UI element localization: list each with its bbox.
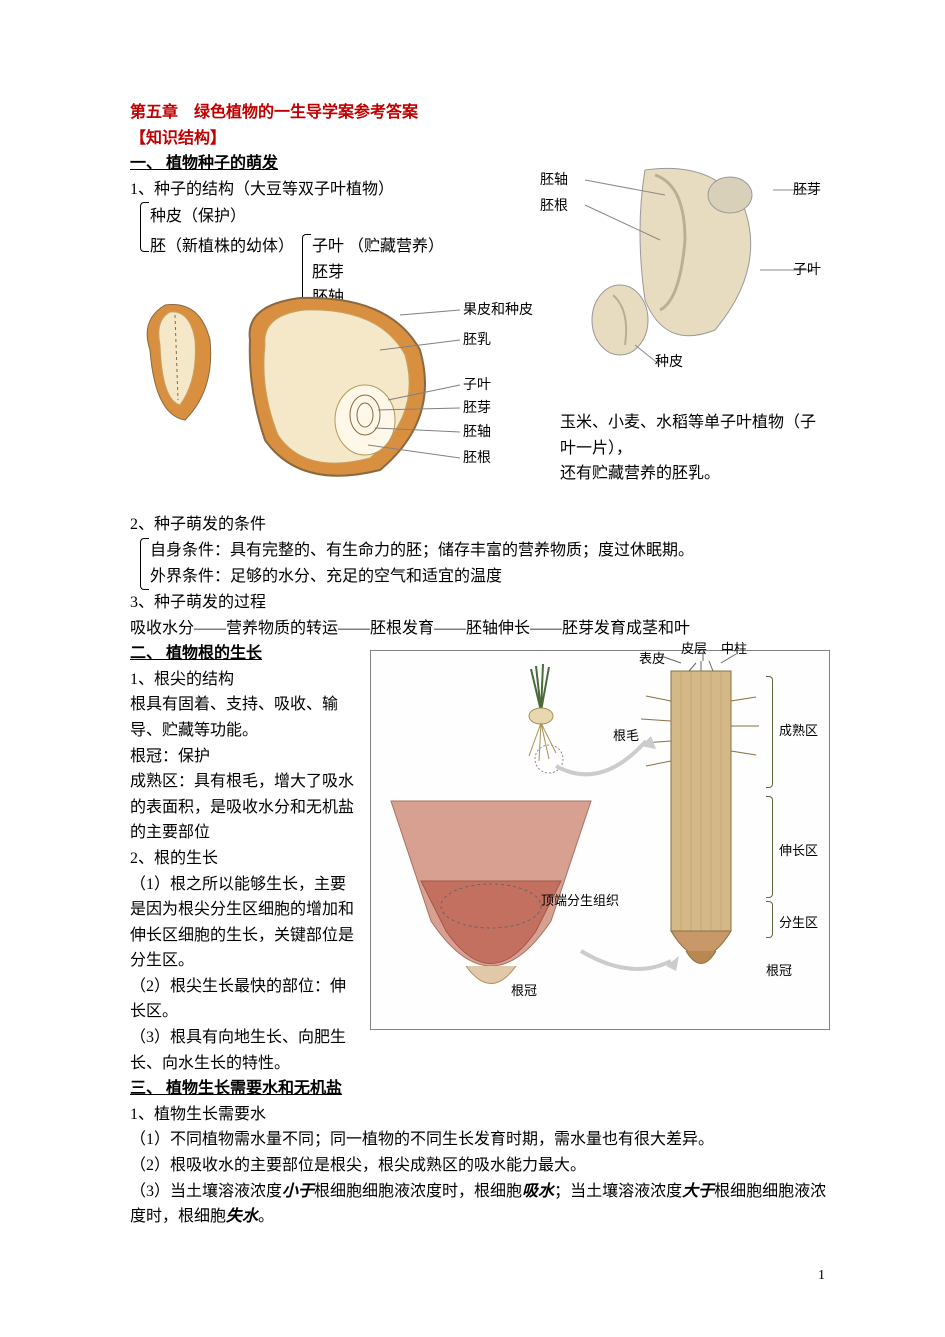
corn-peiya: 胚芽	[463, 398, 491, 420]
corn-diagram: 果皮和种皮 胚乳 子叶 胚芽 胚轴 胚根	[130, 290, 550, 500]
s3p3h: 失水	[226, 1208, 258, 1225]
germination-conditions: 自身条件：具有完整的、有生命力的胚；储存丰富的营养物质；度过休眠期。 外界条件：…	[140, 538, 835, 590]
s2-line3: 成熟区：具有根毛，增大了吸水的表面积，是吸收水分和无机盐的主要部位	[130, 769, 360, 846]
root-diagram: 表皮 皮层 中柱 根毛 成熟区 伸长区 分生区 根冠 顶端分生组织 根冠	[370, 650, 830, 1030]
s1-item3: 3、种子萌发的过程	[130, 590, 835, 616]
tree-l1a: 种皮（保护）	[150, 208, 246, 225]
page: 第五章 绿色植物的一生导学案参考答案 【知识结构】 胚轴 胚根 胚芽 子叶 种皮…	[0, 0, 945, 1337]
root-fensheng: 分生区	[779, 913, 818, 934]
s3p3c: 根细胞细胞液浓度时，根细胞	[314, 1183, 522, 1200]
corn-peizhou: 胚轴	[463, 422, 491, 444]
note2: 还有贮藏营养的胚乳。	[560, 461, 830, 487]
subtitle: 【知识结构】	[130, 126, 835, 152]
s2-item2: 2、根的生长	[130, 846, 360, 872]
root-genguan: 根冠	[766, 961, 792, 982]
s3-p2: （2）根吸收水的主要部位是根尖，根尖成熟区的吸水能力最大。	[130, 1153, 835, 1179]
section3-heading: 三、 植物生长需要水和无机盐	[130, 1076, 835, 1102]
cond2: 外界条件：足够的水分、充足的空气和适宜的温度	[150, 568, 502, 585]
note1: 玉米、小麦、水稻等单子叶植物（子叶一片），	[560, 410, 830, 461]
s2-p2: （2）根尖生长最快的部位：伸长区。	[130, 974, 360, 1025]
corn-peiru: 胚乳	[463, 330, 491, 352]
s3p3i: 。	[258, 1208, 274, 1225]
s2-line2: 根冠：保护	[130, 744, 360, 770]
s3p3e: ；当土壤溶液浓度	[554, 1183, 682, 1200]
monocot-note: 玉米、小麦、水稻等单子叶植物（子叶一片）， 还有贮藏营养的胚乳。	[560, 410, 830, 487]
s3-item1: 1、植物生长需要水	[130, 1102, 835, 1128]
s3p3a: （3）当土壤溶液浓度	[130, 1183, 282, 1200]
root-shenchang: 伸长区	[779, 841, 818, 862]
s3p3f: 大于	[682, 1183, 714, 1200]
tree-l1b: 胚（新植株的幼体）	[150, 238, 294, 255]
process: 吸收水分——营养物质的转运——胚根发育——胚轴伸长——胚芽发育成茎和叶	[130, 616, 835, 642]
s3p3d: 吸水	[522, 1183, 554, 1200]
cond1: 自身条件：具有完整的、有生命力的胚；储存丰富的营养物质；度过休眠期。	[150, 542, 694, 559]
tree-l2a: 子叶 （贮藏营养）	[312, 238, 444, 255]
root-genmao: 根毛	[613, 726, 639, 747]
label-zhongpi: 种皮	[655, 352, 683, 374]
label-peizhou: 胚轴	[540, 170, 568, 192]
page-number: 1	[818, 1265, 825, 1287]
corn-ziye: 子叶	[463, 375, 491, 397]
corn-peigen: 胚根	[463, 448, 491, 470]
s3-p1: （1）不同植物需水量不同；同一植物的不同生长发育时期，需水量也有很大差异。	[130, 1127, 835, 1153]
root-biaop: 表皮	[639, 649, 665, 670]
chapter-title: 第五章 绿色植物的一生导学案参考答案	[130, 100, 835, 126]
s3-p3: （3）当土壤溶液浓度小于根细胞细胞液浓度时，根细胞吸水；当土壤溶液浓度大于根细胞…	[130, 1179, 835, 1230]
s3p3b: 小于	[282, 1183, 314, 1200]
s2-item1: 1、根尖的结构	[130, 667, 360, 693]
s2-line1: 根具有固着、支持、吸收、输导、贮藏等功能。	[130, 692, 360, 743]
root-chengshu: 成熟区	[779, 721, 818, 742]
s2-p3: （3）根具有向地生长、向肥生长、向水生长的特性。	[130, 1025, 360, 1076]
seed-structure-tree: 种皮（保护） 胚（新植株的幼体） 子叶 （贮藏营养） 胚芽 胚轴 胚根	[140, 202, 835, 302]
root-piceng: 皮层	[681, 639, 707, 660]
section2-text-column: 1、根尖的结构 根具有固着、支持、吸收、输导、贮藏等功能。 根冠：保护 成熟区：…	[130, 667, 360, 1077]
root-zhongzhu: 中柱	[721, 639, 747, 660]
s1-item2: 2、种子萌发的条件	[130, 512, 835, 538]
root-genguan2: 根冠	[511, 981, 537, 1002]
root-dingduan: 顶端分生组织	[541, 891, 619, 912]
root-svg	[371, 651, 829, 1029]
s2-p1: （1）根之所以能够生长，主要是因为根尖分生区细胞的增加和伸长区细胞的生长，关键部…	[130, 872, 360, 974]
tree-l2b: 胚芽	[312, 264, 344, 281]
corn-guopi: 果皮和种皮	[463, 300, 533, 322]
label-peiya: 胚芽	[793, 180, 821, 202]
